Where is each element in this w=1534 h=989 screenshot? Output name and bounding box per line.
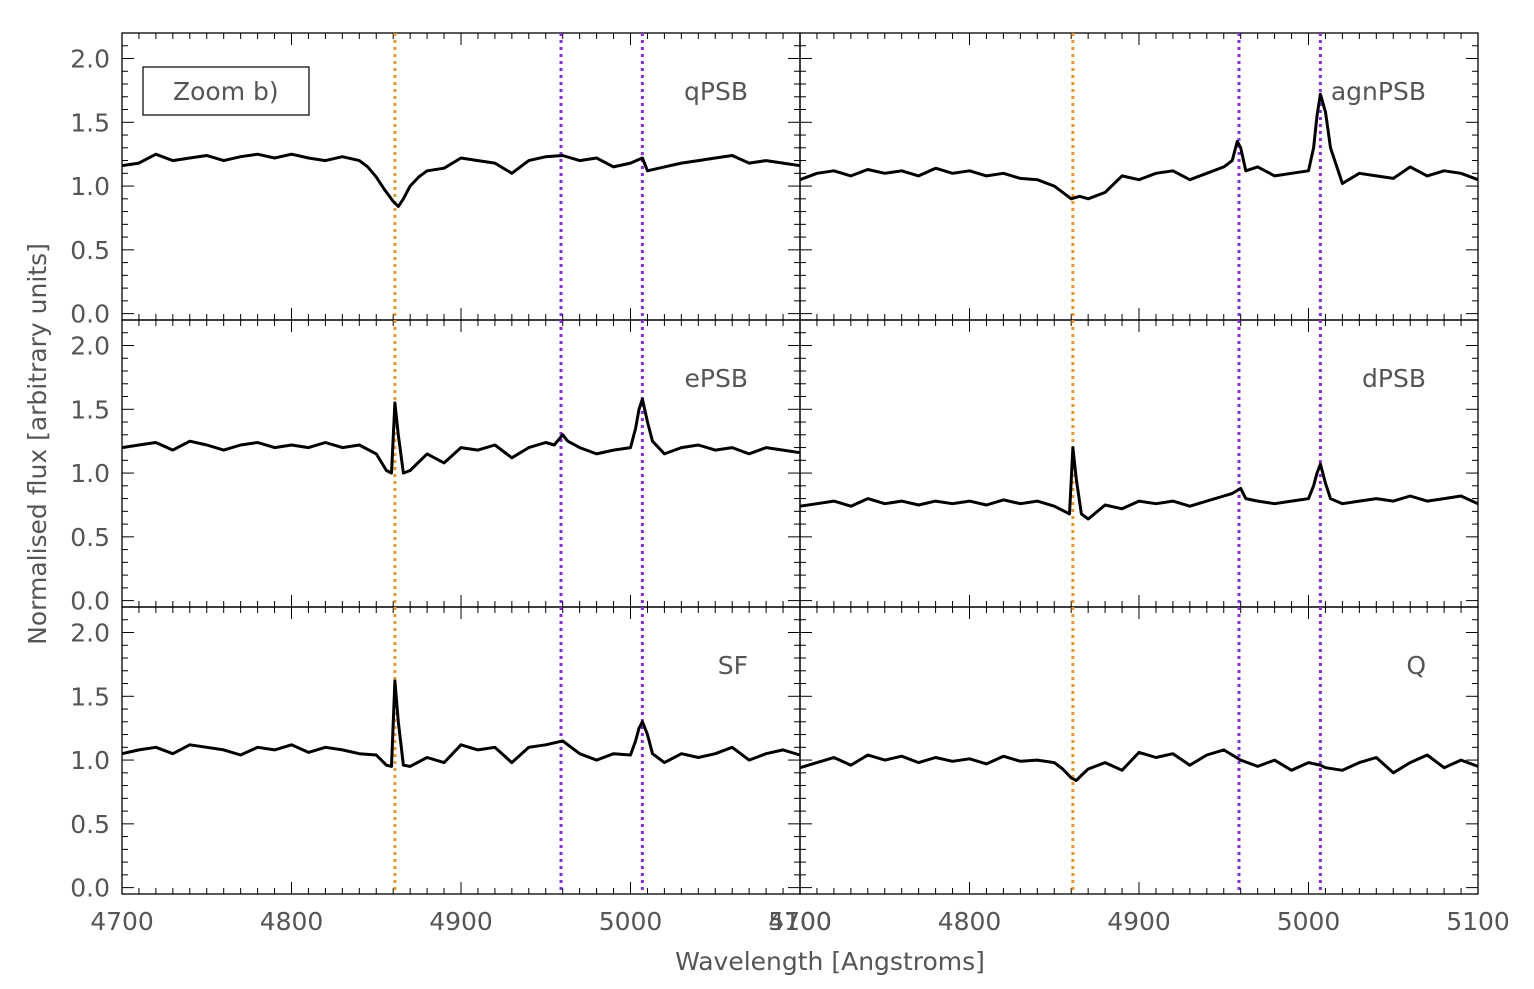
x-tick-label: 5100 bbox=[1446, 907, 1510, 936]
series-line-SF bbox=[121, 679, 801, 768]
x-axis-title: Wavelength [Angstroms] bbox=[675, 947, 985, 976]
zoom-annotation: Zoom b) bbox=[142, 66, 310, 116]
y-tick-label: 0.5 bbox=[70, 523, 110, 552]
y-tick-label: 2.0 bbox=[70, 45, 110, 74]
panel-ePSB: 0.0 0.5 1.0 1.5 2.0 ePSB bbox=[70, 319, 801, 616]
series-line-dPSB bbox=[799, 446, 1479, 521]
zoom-annotation-text: Zoom b) bbox=[173, 77, 279, 106]
x-tick-label: 5000 bbox=[599, 907, 663, 936]
panel-agnPSB: agnPSB bbox=[799, 32, 1479, 321]
x-tick-label: 4900 bbox=[429, 907, 493, 936]
y-tick-label: 1.5 bbox=[70, 108, 110, 137]
x-tick-label: 5000 bbox=[1277, 907, 1341, 936]
y-axis-title: Normalised flux [arbitrary units] bbox=[23, 243, 52, 645]
x-tick-label: 4700 bbox=[768, 907, 832, 936]
x-tick-label: 4700 bbox=[90, 907, 154, 936]
y-tick-label: 0.0 bbox=[70, 874, 110, 903]
y-tick-label: 2.0 bbox=[70, 332, 110, 361]
panels-group: 0.0 0.5 1.0 1.5 2.0 qPSB agnPSB 0.0 0.5 1.0 1.5 2.0… bbox=[70, 32, 1510, 936]
panel-dPSB: dPSB bbox=[799, 319, 1479, 608]
series-line-ePSB bbox=[121, 397, 801, 475]
series-line-Q bbox=[799, 748, 1479, 782]
series-line-qPSB bbox=[121, 152, 801, 208]
y-tick-label: 1.0 bbox=[70, 459, 110, 488]
panel-label: Q bbox=[1406, 651, 1426, 680]
x-tick-label: 4800 bbox=[260, 907, 324, 936]
panel-qPSB: 0.0 0.5 1.0 1.5 2.0 qPSB bbox=[70, 32, 801, 329]
panel-label: SF bbox=[718, 651, 748, 680]
y-tick-label: 0.0 bbox=[70, 300, 110, 329]
panel-frame bbox=[799, 606, 1479, 895]
panel-label: ePSB bbox=[685, 364, 748, 393]
x-tick-label: 4800 bbox=[938, 907, 1002, 936]
y-tick-label: 1.0 bbox=[70, 746, 110, 775]
panel-SF: 0.0 0.5 1.0 1.5 2.0 4700 4800 4900 5000 5100 SF bbox=[70, 606, 832, 936]
y-tick-label: 0.5 bbox=[70, 810, 110, 839]
y-tick-label: 0.5 bbox=[70, 236, 110, 265]
panel-label: dPSB bbox=[1362, 364, 1426, 393]
y-tick-label: 1.5 bbox=[70, 682, 110, 711]
panel-label: qPSB bbox=[684, 77, 748, 106]
y-tick-label: 2.0 bbox=[70, 619, 110, 648]
y-tick-label: 1.5 bbox=[70, 395, 110, 424]
y-tick-label: 0.0 bbox=[70, 587, 110, 616]
y-tick-label: 1.0 bbox=[70, 172, 110, 201]
series-line-agnPSB bbox=[799, 92, 1479, 201]
panel-Q: 4700 4800 4900 5000 5100 Q bbox=[768, 606, 1510, 936]
zoom-annotation-box bbox=[142, 66, 310, 116]
panel-label: agnPSB bbox=[1331, 77, 1426, 106]
x-tick-label: 4900 bbox=[1107, 907, 1171, 936]
x-tick-label: 5100 bbox=[768, 907, 832, 936]
